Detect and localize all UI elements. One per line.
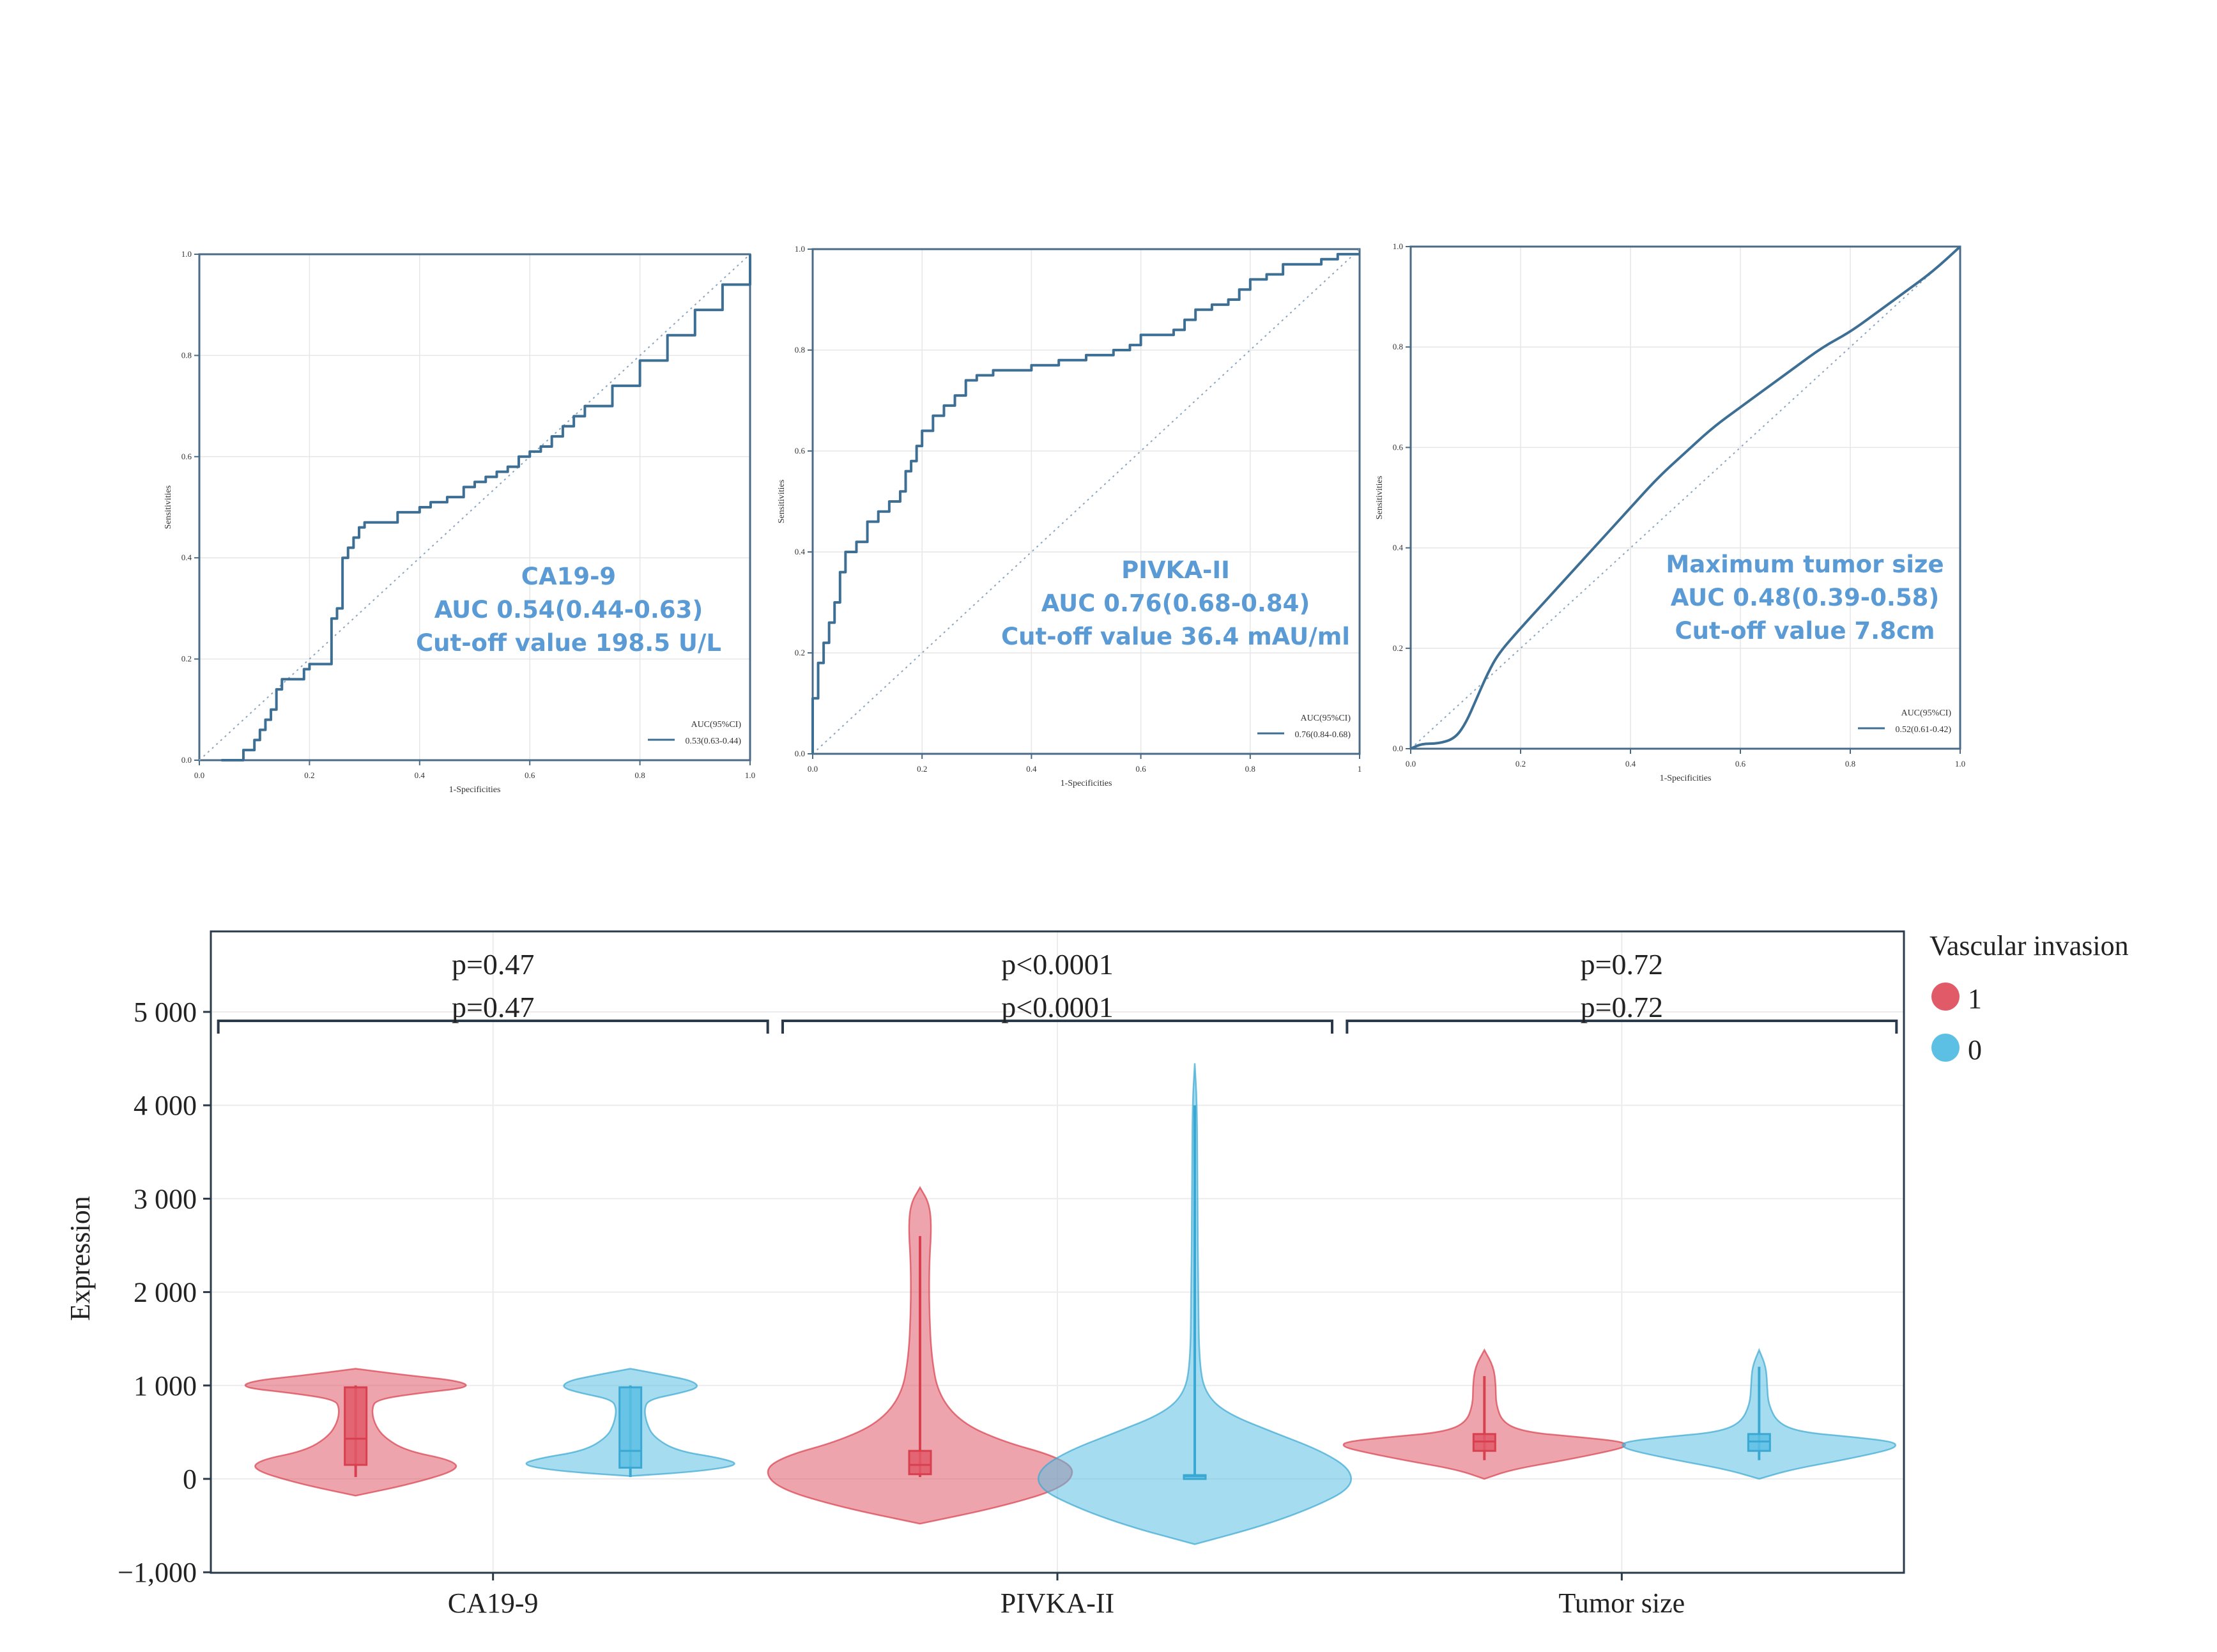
violin-x-tick-label: Tumor size — [1559, 1587, 1685, 1619]
violin-box — [908, 1449, 932, 1476]
roc-x-tick-label: 0.4 — [1625, 759, 1636, 769]
roc-x-tick-label: 0.6 — [1735, 759, 1746, 769]
roc-y-tick-label: 0.0 — [795, 749, 805, 758]
roc-x-tick-label: 0.2 — [304, 770, 314, 780]
roc-y-tick-label: 0.8 — [795, 345, 805, 355]
roc-legend-title: AUC(95%CI) — [1901, 708, 1951, 718]
roc-x-tick-label: 0.4 — [1026, 764, 1037, 774]
legend-label: 0 — [1968, 1034, 1982, 1066]
significance-bracket — [217, 1020, 769, 1034]
violin-x-tick-label: CA19-9 — [448, 1587, 539, 1619]
p-value-label: p=0.47 — [452, 948, 534, 981]
roc-frame — [1409, 245, 1961, 750]
roc-curve — [811, 252, 1360, 754]
roc-curve — [1410, 245, 1961, 750]
roc-x-tick-label: 1 — [1358, 764, 1362, 774]
roc-annotation-line: PIVKA-II — [1121, 556, 1230, 584]
roc-legend-entry: 0.76(0.84-0.68) — [1295, 730, 1351, 740]
roc-y-tick-label: 0.6 — [1393, 442, 1404, 452]
roc-frame — [811, 248, 1361, 755]
legend-swatch-group-1 — [1931, 983, 1960, 1011]
roc-x-tick-label: 0.8 — [1245, 764, 1255, 774]
roc-panel-3: 0.0 0.2 0.4 0.6 0.8 1.0 0.0 0.2 0.4 0.6 0.8 1.0 1-Sp… — [1375, 241, 1965, 783]
roc-x-tick-label: 0.0 — [1406, 759, 1416, 769]
violin-y-tick-label: 5 000 — [134, 997, 197, 1028]
violin-box — [344, 1386, 368, 1466]
roc-y-tick-label: 0.4 — [795, 547, 806, 556]
roc-y-tick-label: 0.8 — [1393, 342, 1403, 351]
roc-legend-entry: 0.52(0.61-0.42) — [1896, 725, 1952, 735]
violin-y-tick-label: 4 000 — [134, 1090, 197, 1121]
roc-x-axis-title: 1-Specificities — [1660, 774, 1712, 783]
p-value-label-duplicate: p<0.0001 — [1001, 991, 1113, 1023]
roc-x-tick-label: 0.2 — [1515, 759, 1526, 769]
roc-y-tick-label: 0.0 — [181, 755, 192, 765]
violin-y-tick-label: 0 — [183, 1464, 197, 1495]
p-value-label-duplicate: p=0.47 — [452, 991, 534, 1023]
p-value-label: p=0.72 — [1581, 948, 1663, 981]
roc-x-tick-label: 0.8 — [1845, 759, 1855, 769]
roc-x-axis-title: 1-Specificities — [1061, 779, 1112, 788]
violin-y-tick-label: 2 000 — [134, 1277, 197, 1308]
roc-y-axis-title: Sensitivities — [777, 480, 786, 523]
roc-reference-line — [1410, 246, 1961, 749]
violin-y-axis-title: Expression — [65, 1196, 96, 1321]
roc-x-tick-label: 1.0 — [745, 770, 755, 780]
roc-annotation-line: Cut-off value 198.5 U/L — [416, 629, 721, 657]
roc-panel-2: 0.0 0.2 0.4 0.6 0.8 1 0.0 0.2 0.4 0.6 0.8 1.0 1-Spec… — [777, 244, 1362, 788]
roc-legend-entry: 0.53(0.63-0.44) — [686, 737, 742, 746]
roc-y-tick-label: 0.8 — [181, 350, 192, 360]
roc-y-tick-label: 0.0 — [1393, 744, 1403, 753]
roc-y-tick-label: 1.0 — [1393, 241, 1403, 251]
roc-x-tick-label: 0.6 — [525, 770, 535, 780]
roc-y-tick-label: 1.0 — [181, 249, 192, 259]
roc-annotation-line: Maximum tumor size — [1666, 551, 1944, 578]
roc-y-tick-label: 1.0 — [795, 244, 805, 254]
legend-swatch-group-0 — [1931, 1034, 1960, 1062]
roc-y-tick-label: 0.2 — [181, 654, 192, 664]
roc-annotation-line: Cut-off value 36.4 mAU/ml — [1001, 623, 1350, 650]
violin-panel: −1,000 0 1 000 2 000 3 000 4 000 5 000 CA19-9 PI… — [65, 930, 1905, 1619]
roc-annotation-line: CA19-9 — [521, 563, 616, 590]
roc-x-tick-label: 0.0 — [194, 770, 204, 780]
legend-label: 1 — [1968, 983, 1982, 1014]
roc-x-tick-label: 0.4 — [415, 770, 426, 780]
roc-curve — [221, 254, 751, 761]
roc-y-axis-title: Sensitivities — [1375, 476, 1385, 519]
roc-annotation-line: Cut-off value 7.8cm — [1675, 617, 1935, 645]
roc-y-tick-label: 0.4 — [1393, 543, 1404, 553]
violin-box — [618, 1386, 643, 1469]
roc-frame — [198, 253, 751, 761]
roc-x-tick-label: 0.0 — [808, 764, 818, 774]
roc-x-tick-label: 1.0 — [1955, 759, 1965, 769]
violin-legend: Vascular invasion 1 0 — [1929, 930, 2129, 1066]
roc-x-tick-label: 0.2 — [917, 764, 927, 774]
roc-y-tick-label: 0.6 — [181, 452, 192, 461]
p-value-label: p<0.0001 — [1001, 948, 1113, 981]
roc-y-tick-label: 0.6 — [795, 446, 806, 455]
roc-y-tick-label: 0.2 — [1393, 643, 1403, 653]
significance-bracket — [1346, 1020, 1898, 1034]
roc-reference-line — [199, 254, 751, 761]
roc-annotation-line: AUC 0.76(0.68-0.84) — [1041, 590, 1310, 617]
violin-y-tick-label: −1,000 — [118, 1557, 197, 1588]
roc-x-tick-label: 0.8 — [634, 770, 645, 780]
roc-panel-1: 0.0 0.2 0.4 0.6 0.8 1.0 0.0 0.2 0.4 0.6 0.8 1.0 1-Sp… — [164, 249, 755, 795]
roc-y-tick-label: 0.4 — [181, 553, 192, 562]
roc-x-tick-label: 0.6 — [1135, 764, 1146, 774]
roc-legend-title: AUC(95%CI) — [1300, 714, 1351, 723]
roc-legend-title: AUC(95%CI) — [691, 720, 741, 730]
violin-y-tick-label: 1 000 — [134, 1370, 197, 1402]
violin-x-tick-label: PIVKA-II — [1001, 1587, 1114, 1619]
roc-annotation-line: AUC 0.48(0.39-0.58) — [1671, 584, 1940, 611]
roc-annotation-line: AUC 0.54(0.44-0.63) — [434, 596, 703, 623]
roc-y-tick-label: 0.2 — [795, 648, 805, 657]
roc-y-axis-title: Sensitivities — [164, 486, 173, 529]
legend-title: Vascular invasion — [1929, 930, 2129, 961]
violin-y-tick-label: 3 000 — [134, 1183, 197, 1214]
roc-x-axis-title: 1-Specificities — [449, 785, 501, 795]
significance-bracket — [781, 1020, 1333, 1034]
p-value-label-duplicate: p=0.72 — [1581, 991, 1663, 1023]
